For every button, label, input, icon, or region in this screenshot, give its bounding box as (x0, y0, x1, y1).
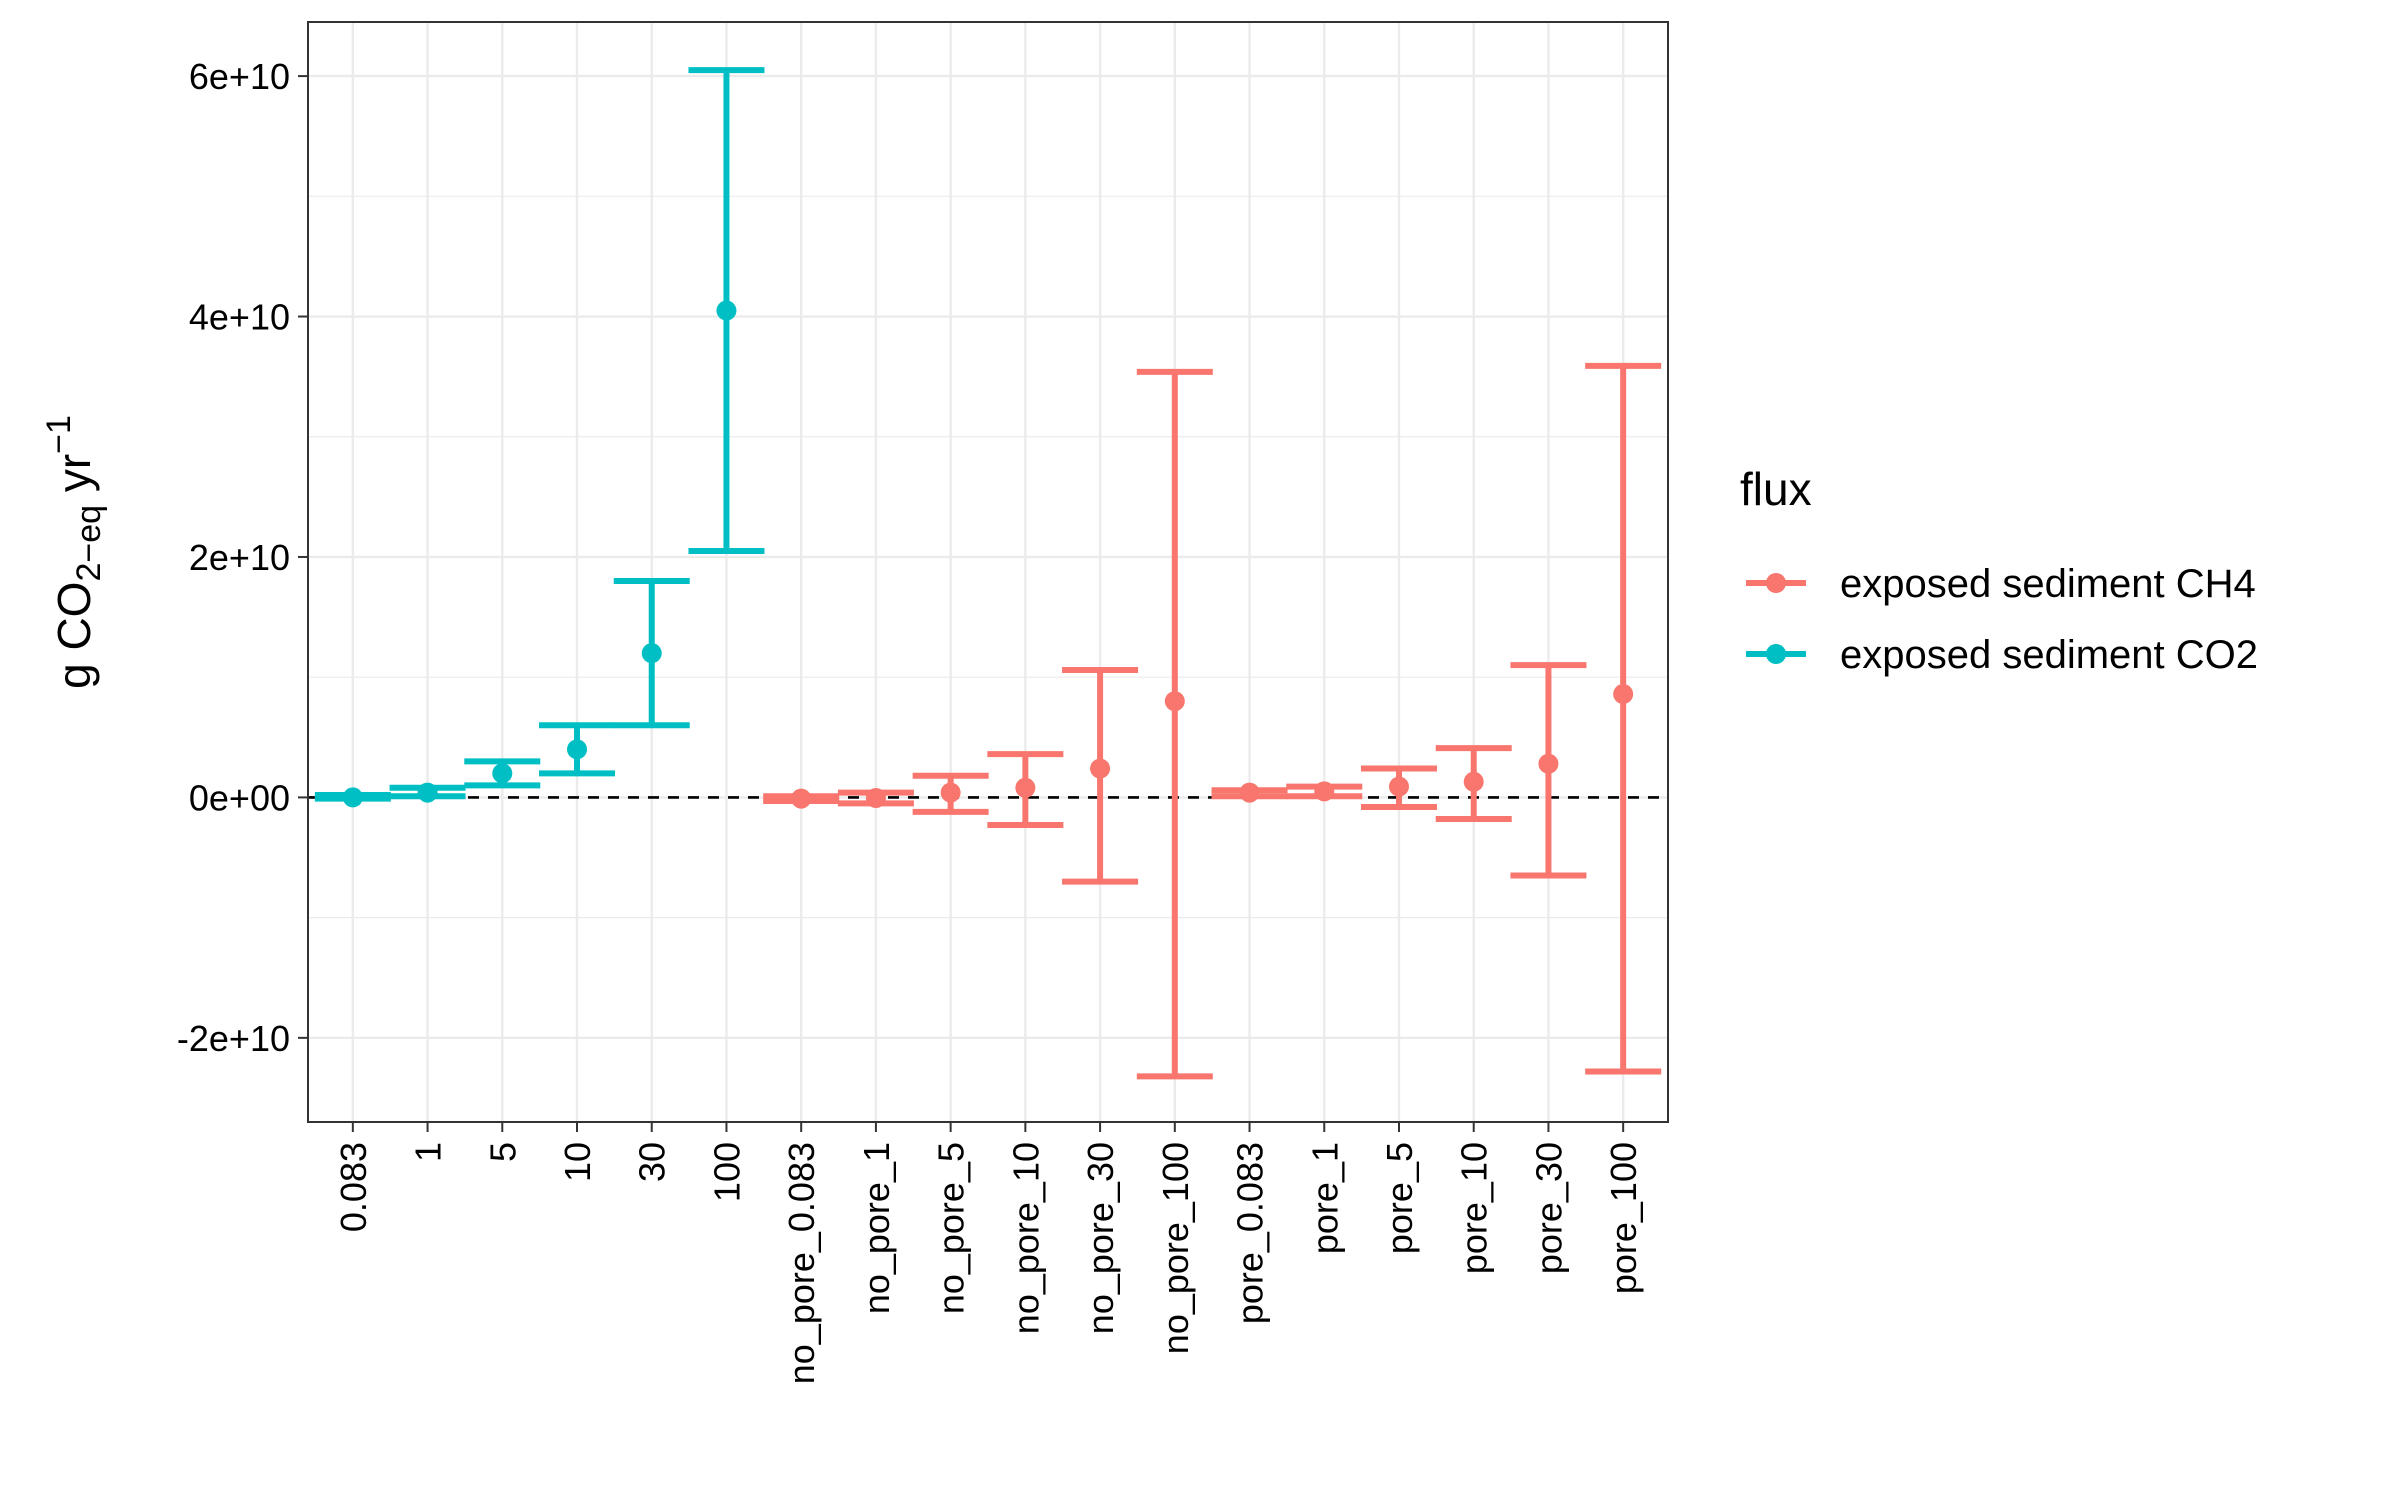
axes: -2e+10 0e+00 2e+10 4e+10 6e+10 0.083 1 5 10 30 100… (177, 56, 1644, 1384)
data-marks (314, 67, 1662, 1080)
y-axis-title: g CO2−eq yr−1 (40, 415, 108, 689)
y-tick-label: 6e+10 (189, 56, 290, 97)
data-point (1090, 758, 1111, 779)
y-axis-title-base: g CO (48, 582, 100, 689)
legend-title: flux (1740, 463, 1812, 515)
data-point (1314, 781, 1335, 802)
data-point (1613, 684, 1634, 705)
data-point (1015, 777, 1036, 798)
x-tick-label: no_pore_5 (931, 1142, 972, 1314)
data-point (1538, 753, 1559, 774)
x-tick-label: no_pore_1 (856, 1142, 897, 1314)
data-point (791, 788, 812, 809)
x-tick-label: pore_100 (1603, 1142, 1644, 1294)
data-point (567, 739, 588, 760)
x-tick-label: no_pore_30 (1080, 1142, 1121, 1334)
x-tick-label: pore_30 (1528, 1142, 1569, 1274)
data-point (865, 788, 886, 809)
x-tick-label: no_pore_0.083 (781, 1142, 822, 1384)
y-axis-title-subscript: 2−eq (70, 505, 108, 582)
x-tick-label: 10 (557, 1142, 598, 1182)
data-point (417, 782, 438, 803)
data-point (492, 763, 513, 784)
data-point (1463, 771, 1484, 792)
y-tick-label: 0e+00 (189, 777, 290, 818)
y-axis-title-unit: yr (48, 454, 100, 505)
x-tick-label: 100 (706, 1142, 747, 1202)
data-point (716, 300, 737, 321)
data-point (1239, 782, 1260, 803)
x-tick-label: 5 (482, 1142, 523, 1162)
x-tick-label: no_pore_10 (1005, 1142, 1046, 1334)
y-axis-title-superscript: −1 (40, 415, 78, 454)
legend-key-point (1766, 573, 1786, 593)
legend-label: exposed sediment CH4 (1840, 562, 2256, 606)
data-point (940, 782, 961, 803)
x-tick-label: pore_10 (1454, 1142, 1495, 1274)
data-point (1164, 691, 1185, 712)
y-tick-label: -2e+10 (177, 1018, 290, 1059)
legend-items: exposed sediment CH4 exposed sediment CO2 (1746, 562, 2258, 677)
x-tick-label: 1 (408, 1142, 449, 1162)
x-tick-label: pore_5 (1379, 1142, 1420, 1254)
x-tick-label: pore_0.083 (1230, 1142, 1271, 1324)
data-point (342, 787, 363, 808)
series-exposed-sediment-co2 (314, 67, 765, 808)
legend-item: exposed sediment CO2 (1746, 633, 2258, 677)
x-tick-label: 30 (632, 1142, 673, 1182)
legend-key-point (1766, 644, 1786, 664)
y-tick-label: 4e+10 (189, 297, 290, 338)
series-exposed-sediment-ch4 (763, 362, 1662, 1080)
data-point (641, 643, 662, 664)
x-tick-label: no_pore_100 (1155, 1142, 1196, 1354)
grid (308, 22, 1668, 1122)
legend-label: exposed sediment CO2 (1840, 633, 2258, 677)
panel-border (307, 21, 1669, 1123)
x-tick-label: 0.083 (333, 1142, 374, 1232)
data-point (1388, 776, 1409, 797)
x-tick-label: pore_1 (1304, 1142, 1345, 1254)
y-tick-label: 2e+10 (189, 537, 290, 578)
legend-item: exposed sediment CH4 (1746, 562, 2256, 606)
